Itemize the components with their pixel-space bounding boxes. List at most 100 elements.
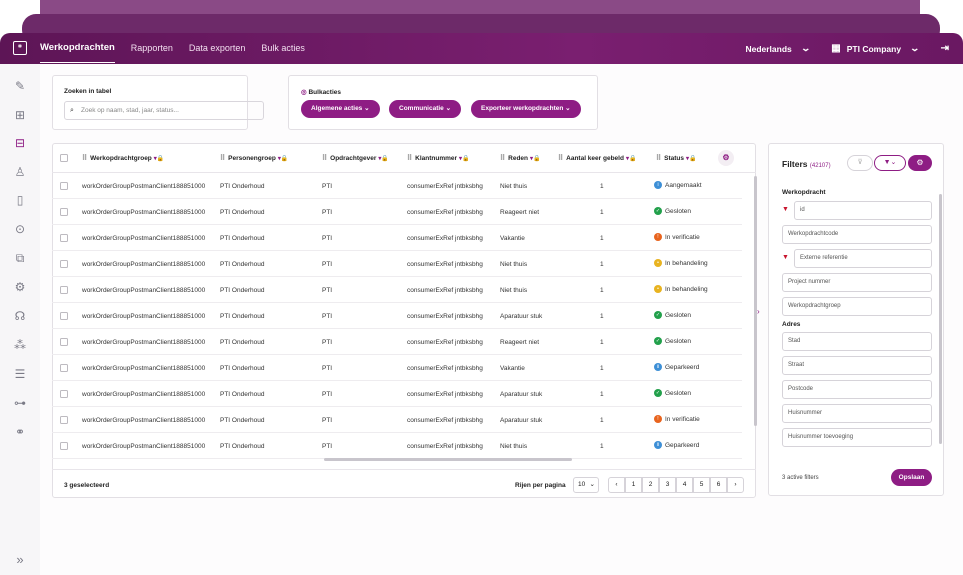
page-button[interactable]: 4 xyxy=(676,477,693,493)
header-label: Status xyxy=(664,155,685,162)
table-row[interactable]: workOrderGroupPostmanClient188851000 PTI … xyxy=(52,355,742,381)
support-icon[interactable]: ☊ xyxy=(14,309,26,323)
page-button[interactable]: 6 xyxy=(710,477,727,493)
row-checkbox[interactable] xyxy=(60,234,68,242)
header-klantnummer[interactable]: ⠿ Klantnummer ▾🔒 xyxy=(407,155,470,162)
status-icon: ! xyxy=(654,415,662,423)
chevron-down-icon[interactable]: ⌄ xyxy=(800,43,811,53)
table-row[interactable]: workOrderGroupPostmanClient188851000 PTI … xyxy=(52,251,742,277)
table-settings-gear-icon[interactable]: ⚙ xyxy=(718,150,734,166)
page-button[interactable]: 2 xyxy=(642,477,659,493)
table-row[interactable]: workOrderGroupPostmanClient188851000 PTI … xyxy=(52,381,742,407)
table-row[interactable]: workOrderGroupPostmanClient188851000 PTI … xyxy=(52,199,742,225)
network-icon[interactable]: ⁂ xyxy=(14,338,26,352)
clear-filter-icon[interactable]: ⊽ xyxy=(847,155,873,171)
user-icon[interactable]: ♙ xyxy=(14,165,26,179)
header-reden[interactable]: ⠿ Reden ▾🔒 xyxy=(500,155,541,162)
filter-settings-gear-icon[interactable]: ⚙ xyxy=(908,155,932,171)
hierarchy-icon[interactable]: ⊶ xyxy=(14,396,26,410)
app-logo-icon[interactable]: ⌗ xyxy=(13,41,27,55)
general-actions-button[interactable]: Algemene acties ⌄ xyxy=(301,100,380,118)
rows-per-page-select[interactable]: 10 ⌄ xyxy=(573,477,599,493)
table-row[interactable]: workOrderGroupPostmanClient188851000 PTI … xyxy=(52,407,742,433)
search-placeholder: Zoek op naam, stad, jaar, status... xyxy=(81,107,179,114)
status-text: In behandeling xyxy=(665,285,708,293)
nav-bulk-acties[interactable]: Bulk acties xyxy=(261,43,305,53)
status-badge: ✓ Gesloten xyxy=(654,389,691,397)
cell-o: PTI xyxy=(322,391,333,398)
filter-input[interactable]: Huisnummer toevoeging xyxy=(782,428,932,447)
row-checkbox[interactable] xyxy=(60,442,68,450)
logout-icon[interactable]: ⇥ xyxy=(940,43,949,54)
chevron-down-icon[interactable]: ⌄ xyxy=(909,43,921,53)
header-aantal-keer-gebeld[interactable]: ⠿ Aantal keer gebeld ▾🔒 xyxy=(558,155,637,162)
filter-input[interactable]: Project nummer xyxy=(782,273,932,292)
integrations-icon[interactable]: ⚭ xyxy=(14,425,26,439)
page-button[interactable]: 3 xyxy=(659,477,676,493)
table-row[interactable]: workOrderGroupPostmanClient188851000 PTI … xyxy=(52,225,742,251)
filter-input[interactable]: Externe referentie xyxy=(794,249,932,268)
filter-input[interactable]: Straat xyxy=(782,356,932,375)
search-input[interactable]: ⌕ Zoek op naam, stad, jaar, status... xyxy=(64,101,264,120)
filter-input[interactable]: Postcode xyxy=(782,380,932,399)
status-text: In behandeling xyxy=(665,259,708,267)
filter-input[interactable]: id xyxy=(794,201,932,220)
row-checkbox[interactable] xyxy=(60,286,68,294)
row-checkbox[interactable] xyxy=(60,390,68,398)
horizontal-scrollbar[interactable] xyxy=(324,458,572,461)
filter-input[interactable]: Werkopdrachtcode xyxy=(782,225,932,244)
settings-icon[interactable]: ⚙ xyxy=(14,280,26,294)
filter-input[interactable]: Stad xyxy=(782,332,932,351)
prev-page-button[interactable]: ‹ xyxy=(608,477,625,493)
table-row[interactable]: workOrderGroupPostmanClient188851000 PTI … xyxy=(52,329,742,355)
header-status[interactable]: ⠿ Status ▾🔒 xyxy=(656,155,697,162)
header-personengroep[interactable]: ⠿ Personengroep ▾🔒 xyxy=(220,155,289,162)
page-button[interactable]: 5 xyxy=(693,477,710,493)
devices-icon[interactable]: ⧉ xyxy=(15,251,25,265)
filters-scrollbar[interactable] xyxy=(939,194,942,444)
row-checkbox[interactable] xyxy=(60,312,68,320)
document-icon[interactable]: ☰ xyxy=(14,367,26,381)
nav-data-exporten[interactable]: Data exporten xyxy=(188,43,246,53)
workorders-icon[interactable]: ⊟ xyxy=(14,136,26,150)
table-row[interactable]: workOrderGroupPostmanClient188851000 PTI … xyxy=(52,433,742,459)
company-select[interactable]: PTI Company xyxy=(846,43,902,54)
cell-r: Vakantie xyxy=(500,235,525,242)
table-row[interactable]: workOrderGroupPostmanClient188851000 PTI … xyxy=(52,303,742,329)
cell-k: consumerExRef jntbksbhg xyxy=(407,365,483,372)
cell-k: consumerExRef jntbksbhg xyxy=(407,209,483,216)
location-icon[interactable]: ⊙ xyxy=(14,222,26,236)
cell-k: consumerExRef jntbksbhg xyxy=(407,443,483,450)
row-checkbox[interactable] xyxy=(60,416,68,424)
filter-input[interactable]: Huisnummer xyxy=(782,404,932,423)
status-icon: ii xyxy=(654,441,662,449)
next-page-button[interactable]: › xyxy=(727,477,744,493)
cell-k: consumerExRef jntbksbhg xyxy=(407,339,483,346)
select-all-checkbox[interactable] xyxy=(60,154,68,162)
page-button[interactable]: 1 xyxy=(625,477,642,493)
save-filters-button[interactable]: Opslaan xyxy=(891,469,932,486)
collapse-filters-chevron-icon[interactable]: › xyxy=(757,307,760,316)
row-checkbox[interactable] xyxy=(60,208,68,216)
filter-dropdown-icon[interactable]: ▼⌄ xyxy=(874,155,906,171)
row-checkbox[interactable] xyxy=(60,364,68,372)
language-select[interactable]: Nederlands xyxy=(745,43,792,54)
filter-input[interactable]: Werkopdrachtgroep xyxy=(782,297,932,316)
communication-button[interactable]: Communicatie ⌄ xyxy=(389,100,462,118)
export-workorders-button[interactable]: Exporteer werkopdrachten ⌄ xyxy=(471,100,581,118)
header-werkopdrachtgroep[interactable]: ⠿ Werkopdrachtgroep ▾🔒 xyxy=(82,155,165,162)
row-checkbox[interactable] xyxy=(60,338,68,346)
table-row[interactable]: workOrderGroupPostmanClient188851000 PTI … xyxy=(52,277,742,303)
mobile-icon[interactable]: ▯ xyxy=(16,193,24,207)
nav-rapporten[interactable]: Rapporten xyxy=(130,43,173,53)
cell-p: PTI Onderhoud xyxy=(220,183,265,190)
row-checkbox[interactable] xyxy=(60,260,68,268)
edit-icon[interactable]: ✎ xyxy=(14,79,26,93)
expand-sidebar-icon[interactable]: » xyxy=(16,552,24,567)
table-row[interactable]: workOrderGroupPostmanClient188851000 PTI … xyxy=(52,173,742,199)
header-opdrachtgever[interactable]: ⠿ Opdrachtgever ▾🔒 xyxy=(322,155,389,162)
nav-werkopdrachten[interactable]: Werkopdrachten xyxy=(40,34,115,63)
columns-icon[interactable]: ⊞ xyxy=(14,108,26,122)
vertical-scrollbar[interactable] xyxy=(754,176,757,426)
row-checkbox[interactable] xyxy=(60,182,68,190)
